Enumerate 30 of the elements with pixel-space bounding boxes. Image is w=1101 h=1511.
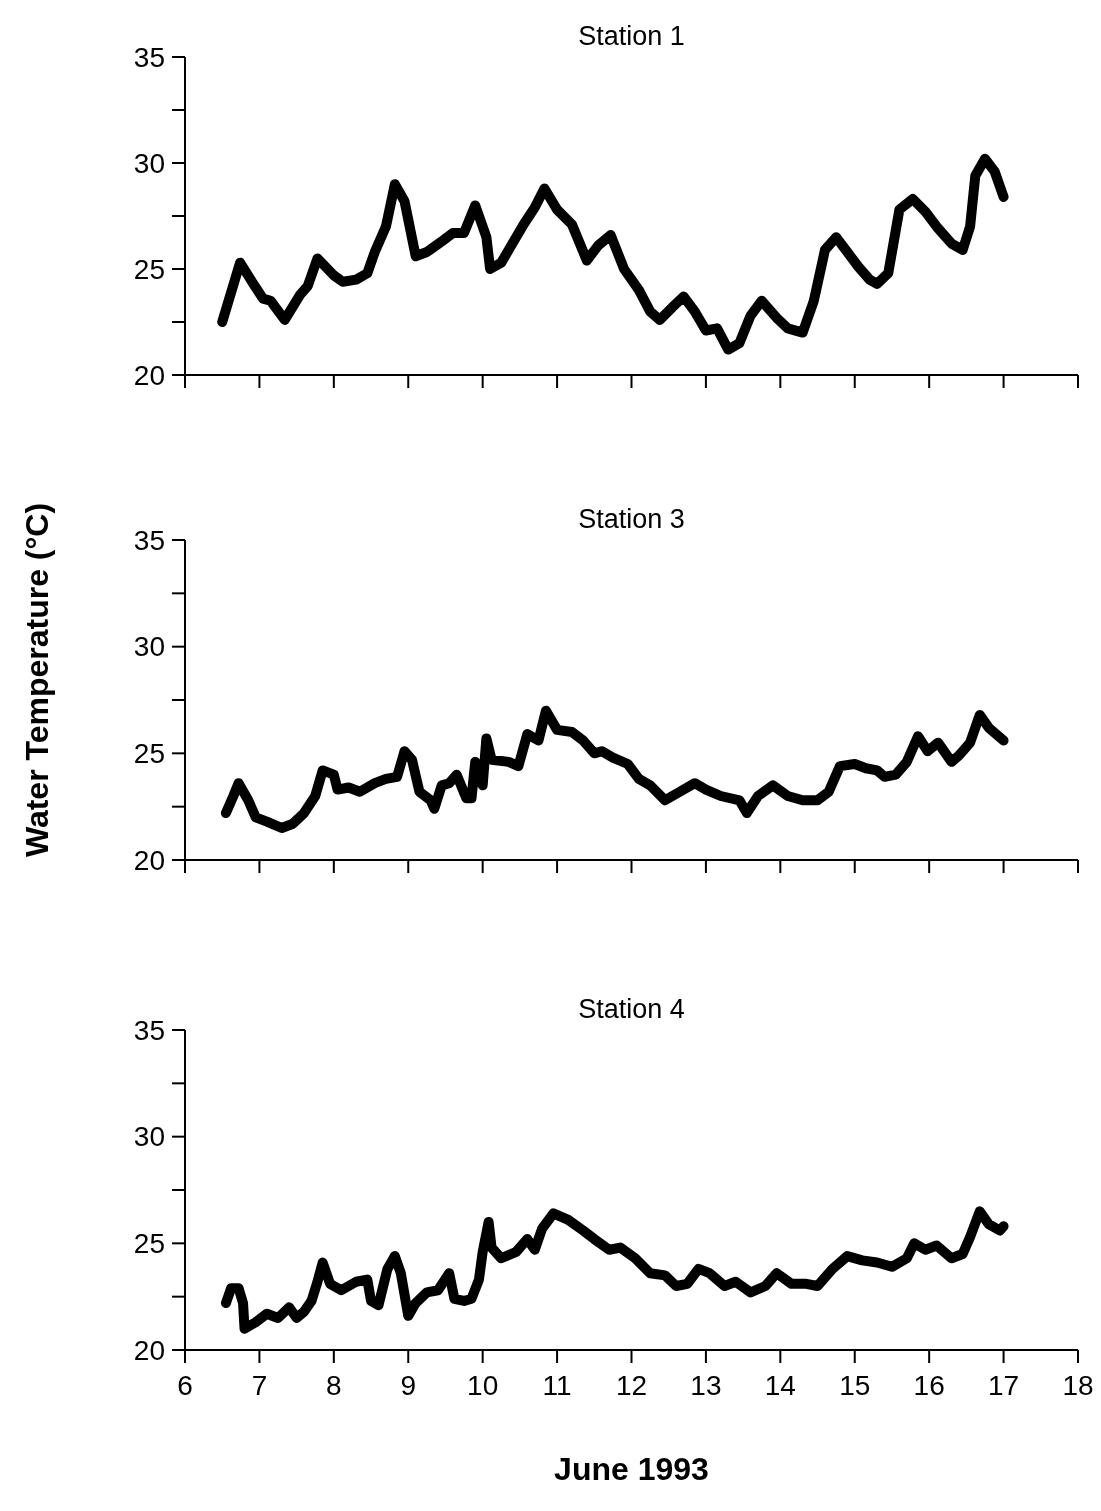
y-tick-label: 35 bbox=[133, 1014, 165, 1046]
chart-title: Station 4 bbox=[578, 994, 685, 1024]
x-tick-label: 13 bbox=[690, 1370, 722, 1401]
x-tick-label: 7 bbox=[251, 1370, 268, 1401]
y-axis-title: Water Temperature (°C) bbox=[19, 502, 55, 858]
y-tick-label: 25 bbox=[133, 253, 165, 285]
x-tick-label: 10 bbox=[467, 1370, 499, 1401]
x-tick-label: 12 bbox=[615, 1370, 648, 1401]
y-tick-label: 30 bbox=[133, 147, 165, 179]
x-axis-title: June 1993 bbox=[554, 1451, 709, 1487]
x-tick-label: 9 bbox=[400, 1370, 417, 1401]
chart-title: Station 1 bbox=[578, 21, 685, 51]
x-tick-label: 14 bbox=[764, 1370, 796, 1401]
x-tick-label: 11 bbox=[542, 1370, 572, 1401]
x-tick-label: 16 bbox=[913, 1370, 945, 1401]
x-tick-label: 18 bbox=[1062, 1370, 1094, 1401]
y-tick-label: 35 bbox=[133, 524, 165, 556]
x-tick-label: 6 bbox=[177, 1370, 193, 1401]
x-tick-label: 17 bbox=[988, 1370, 1020, 1401]
chart-title: Station 3 bbox=[578, 504, 685, 534]
y-tick-label: 20 bbox=[133, 844, 165, 876]
y-tick-label: 30 bbox=[133, 1121, 165, 1153]
y-tick-label: 20 bbox=[133, 1334, 165, 1366]
x-tick-label: 15 bbox=[839, 1370, 871, 1401]
y-tick-label: 30 bbox=[133, 631, 165, 663]
y-tick-label: 25 bbox=[133, 738, 165, 770]
y-tick-label: 35 bbox=[133, 41, 165, 73]
x-tick-label: 8 bbox=[326, 1370, 342, 1401]
y-tick-label: 20 bbox=[133, 359, 165, 391]
y-tick-label: 25 bbox=[133, 1228, 165, 1260]
